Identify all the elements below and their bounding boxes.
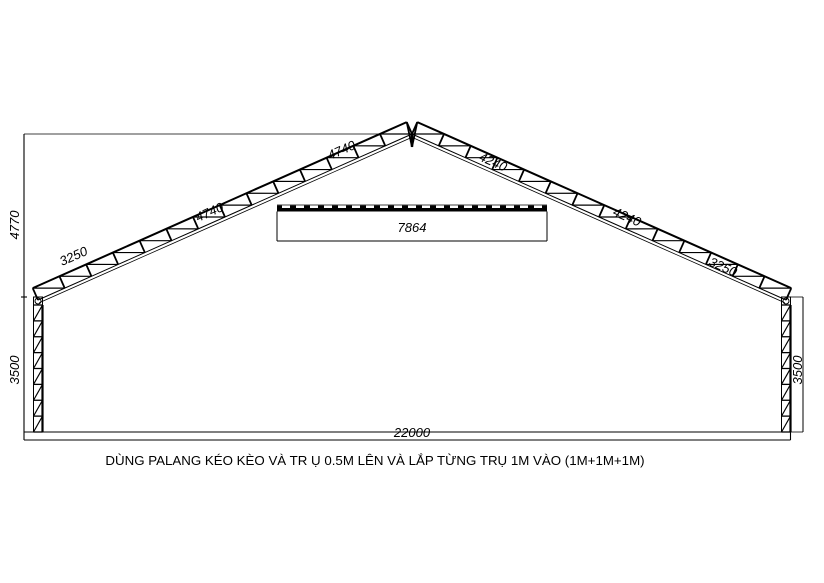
svg-text:22000: 22000	[393, 425, 431, 440]
svg-text:3500: 3500	[7, 355, 22, 385]
svg-text:4770: 4770	[7, 210, 22, 240]
svg-text:3500: 3500	[790, 355, 805, 385]
svg-text:7864: 7864	[398, 220, 427, 235]
svg-text:DÙNG PALANG KÉO KÈO VÀ TR Ụ 0.: DÙNG PALANG KÉO KÈO VÀ TR Ụ 0.5M LÊN VÀ …	[105, 453, 644, 468]
